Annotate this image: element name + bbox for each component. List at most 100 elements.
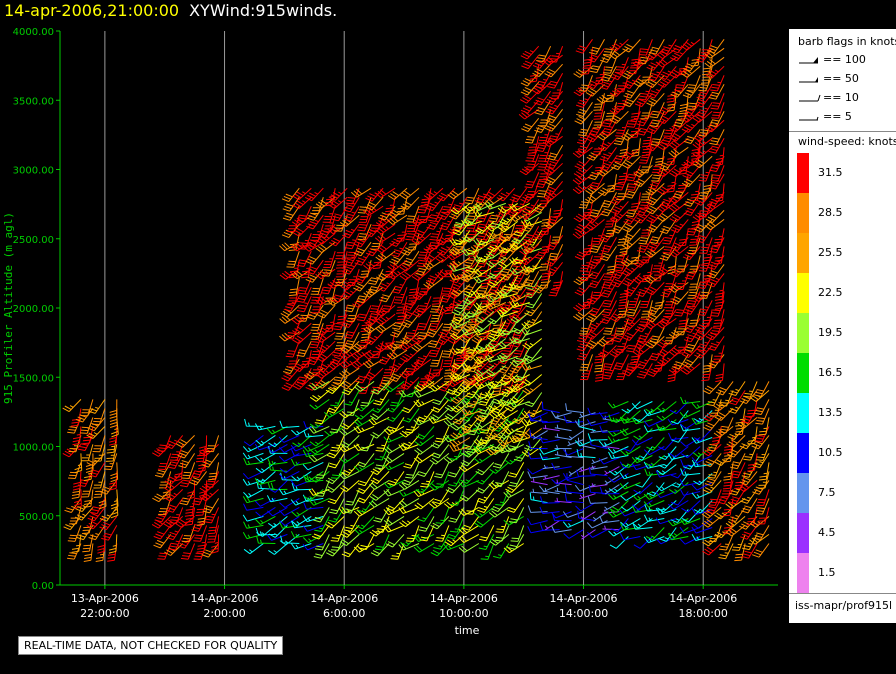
wind-barb	[619, 472, 641, 480]
wind-barb	[691, 533, 713, 541]
wind-barb	[476, 489, 495, 504]
wind-barb	[680, 110, 701, 123]
wind-barb	[86, 453, 106, 467]
wind-barb	[485, 344, 506, 353]
wind-barb	[466, 224, 480, 241]
wind-barb	[414, 443, 435, 455]
wind-barb	[602, 291, 617, 308]
wind-barb	[450, 428, 471, 440]
wind-barb	[474, 311, 495, 324]
wind-barb	[670, 237, 689, 252]
wind-barb	[423, 250, 444, 263]
wind-barb	[564, 493, 584, 504]
wind-barb	[370, 471, 390, 485]
wind-barb	[520, 189, 540, 204]
wind-barb	[751, 435, 770, 450]
wind-barb	[350, 187, 372, 198]
wind-barb	[678, 57, 689, 76]
colorbar-label: 31.5	[818, 166, 843, 179]
wind-barb	[608, 473, 629, 483]
wind-barb	[647, 300, 665, 315]
wind-barb	[329, 417, 345, 434]
wind-barb	[401, 304, 420, 320]
wind-barb	[267, 482, 288, 491]
wind-barb	[668, 201, 689, 213]
x-tick-date-label: 14-Apr-2006	[550, 592, 618, 605]
wind-barb	[430, 408, 450, 421]
wind-barb	[706, 390, 722, 407]
wind-barb	[575, 469, 596, 477]
wind-barb	[165, 498, 184, 513]
wind-barb	[304, 187, 324, 202]
wind-barb	[660, 282, 677, 298]
wind-barb	[281, 187, 300, 203]
wind-barb	[668, 363, 689, 375]
wind-barb	[690, 48, 701, 67]
wind-barb	[707, 255, 725, 270]
wind-barb	[416, 408, 435, 423]
wind-barb	[328, 507, 345, 523]
wind-barb	[587, 407, 608, 416]
wind-barb	[384, 260, 396, 278]
wind-barb	[88, 462, 106, 478]
wind-barb	[375, 313, 396, 326]
wind-barb	[662, 237, 677, 254]
wind-barb	[522, 338, 543, 350]
wind-barb	[488, 407, 510, 419]
wind-barb	[476, 223, 492, 241]
wind-barb	[682, 354, 701, 368]
wind-barb	[535, 136, 552, 152]
wind-barb	[643, 419, 665, 427]
wind-barb	[715, 183, 725, 203]
wind-barb	[461, 362, 482, 371]
wind-barb	[757, 471, 770, 489]
wind-barb	[340, 277, 360, 291]
wind-barb	[485, 201, 506, 210]
wind-barb	[691, 401, 713, 410]
wind-barb	[713, 426, 734, 438]
wind-barb	[371, 341, 384, 359]
wind-barb	[449, 437, 471, 447]
wind-barb	[619, 282, 629, 301]
flag-legend-row: == 100	[798, 53, 896, 67]
wind-barb	[683, 129, 701, 144]
wind-barb	[598, 411, 620, 419]
wind-barb	[645, 336, 665, 349]
wind-barb	[302, 461, 324, 471]
wind-barb	[547, 127, 564, 143]
wind-barb	[458, 543, 480, 553]
wind-barb	[605, 327, 617, 345]
wind-barb	[287, 215, 300, 232]
wind-barb	[709, 111, 725, 127]
wind-barb	[439, 286, 456, 303]
wind-barb	[532, 63, 551, 78]
wind-barb	[491, 224, 504, 242]
wind-barb	[83, 543, 94, 562]
wind-barb	[657, 345, 677, 358]
wind-barb	[598, 439, 620, 447]
wind-barb	[417, 296, 432, 313]
wind-barb	[604, 484, 620, 495]
wind-barb	[389, 250, 408, 265]
wind-barb	[593, 102, 605, 120]
wind-barb	[466, 302, 483, 318]
wind-barb	[739, 471, 758, 486]
wind-barb	[389, 232, 408, 247]
wind-barb	[670, 83, 689, 98]
wind-barb	[292, 376, 312, 390]
wind-barb	[449, 268, 468, 284]
wind-barb	[633, 428, 653, 441]
wind-barb	[630, 345, 641, 364]
wind-barb	[386, 214, 408, 225]
wind-barb	[532, 54, 551, 69]
wind-barb	[632, 518, 653, 529]
wind-barb	[600, 201, 617, 217]
wind-barb	[497, 349, 516, 365]
wind-barb	[680, 363, 701, 375]
wind-barb	[686, 291, 701, 308]
wind-barb	[702, 480, 722, 494]
wind-barb	[88, 525, 106, 541]
wind-barb	[321, 260, 336, 277]
wind-barb	[97, 534, 106, 554]
wind-barb	[521, 363, 542, 371]
